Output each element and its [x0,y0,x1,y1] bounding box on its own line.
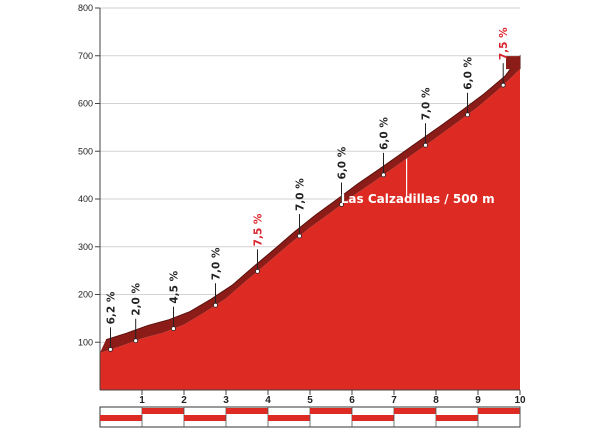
grade-label-2: 4,5 % [169,270,181,303]
km-bar-segment-0 [100,415,142,421]
segment-marker-dot-0 [108,347,113,352]
y-tick-label-700: 700 [78,51,93,61]
x-tick-label-10: 10 [514,395,526,406]
x-tick-label-6: 6 [349,395,355,406]
grade-label-1: 2,0 % [131,282,143,315]
segment-marker-dot-9 [465,112,470,118]
segment-marker-dot-1 [133,338,139,344]
y-tick-label-600: 600 [78,99,93,109]
grade-label-0: 6,2 % [106,291,118,324]
y-tick-label-200: 200 [78,290,93,300]
profile-fill [100,69,520,391]
segment-marker-dot-2 [171,326,176,332]
x-tick-label-2: 2 [181,395,187,406]
grade-label-3: 7,0 % [211,247,223,280]
km-bar-segment-7 [394,408,436,414]
x-tick-label-1: 1 [139,395,145,406]
x-tick-label-7: 7 [391,395,397,406]
segment-markers: 6,2 % 2,0 % 4,5 % 7,0 % 7,5 % 7,0 % 6,0 % 6,0 %… [106,27,510,352]
grade-label-4: 7,5 % [253,213,265,246]
km-bar-segment-5 [310,408,352,414]
segment-marker-dot-10 [500,82,506,88]
y-tick-label-500: 500 [78,146,93,156]
grade-label-5: 7,0 % [295,178,307,211]
x-tick-label-9: 9 [475,395,481,406]
segment-marker-dot-3 [213,302,218,308]
annotation-group: Las Calzadillas / 500 m [341,158,495,206]
km-bar-segment-3 [226,408,268,414]
segment-marker-dot-4 [255,268,260,274]
x-tick-label-5: 5 [307,395,313,406]
y-tick-label-400: 400 [78,194,93,204]
profile-ridge-end [506,56,520,70]
y-axis: 100 200 300 400 500 600 700 800 [78,3,101,390]
grade-label-7: 6,0 % [379,117,391,150]
grade-label-6: 6,0 % [337,146,349,179]
km-bar-segment-4 [268,415,310,421]
km-bar-segment-1 [142,408,184,414]
km-bar-segment-6 [352,415,394,421]
x-tick-label-4: 4 [265,395,271,406]
grade-label-10: 7,5 % [498,27,510,60]
x-tick-label-3: 3 [223,395,229,406]
segment-marker-dot-5 [297,233,302,239]
y-tick-label-300: 300 [78,242,93,252]
y-tick-label-100: 100 [78,337,93,347]
grade-label-9: 6,0 % [463,56,475,89]
x-tick-label-8: 8 [433,395,439,406]
km-bar-segment-8 [436,415,478,421]
profile-area [100,54,521,391]
segment-marker-dot-7 [381,172,386,178]
y-tick-label-800: 800 [78,3,93,13]
km-bar [99,406,521,428]
km-bar-segment-9 [478,408,520,414]
profile-ridge-top-line [105,54,521,341]
segment-marker-dot-8 [423,142,428,148]
segment-marker-dot-6 [339,202,344,207]
grade-label-8: 7,0 % [421,87,433,120]
x-axis: 1 2 3 4 5 6 7 8 9 10 [139,390,526,406]
annotation-label: Las Calzadillas / 500 m [341,192,495,206]
km-bar-segment-2 [184,415,226,421]
